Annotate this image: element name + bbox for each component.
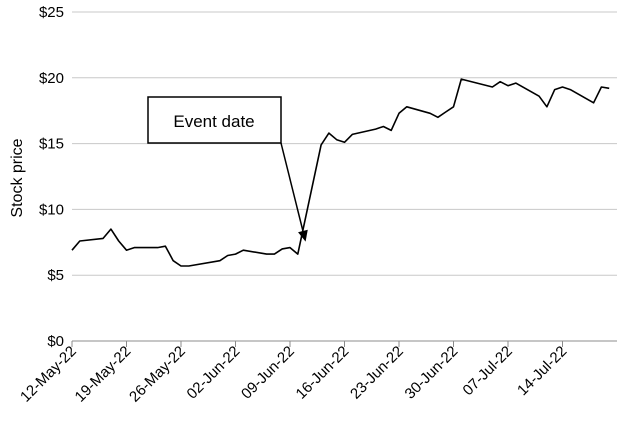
event-date-annotation: Event date [147, 96, 308, 242]
y-tick-label: $25 [39, 4, 64, 21]
x-axis-tick-marks [71, 341, 563, 347]
y-tick-label: $20 [39, 70, 64, 87]
y-tick-label: $0 [47, 333, 64, 350]
stock-price-line [71, 78, 610, 267]
event-date-arrow [280, 142, 304, 232]
y-tick-label: $15 [39, 136, 64, 153]
y-axis-title: Stock price [9, 138, 26, 217]
y-axis-tick-labels: $0 $5 $10 $15 $20 $25 [39, 4, 64, 350]
event-date-arrowhead [298, 229, 308, 242]
event-date-label: Event date [173, 112, 254, 131]
y-tick-label: $5 [47, 267, 64, 284]
event-date-box [147, 96, 282, 144]
y-tick-label: $10 [39, 201, 64, 218]
